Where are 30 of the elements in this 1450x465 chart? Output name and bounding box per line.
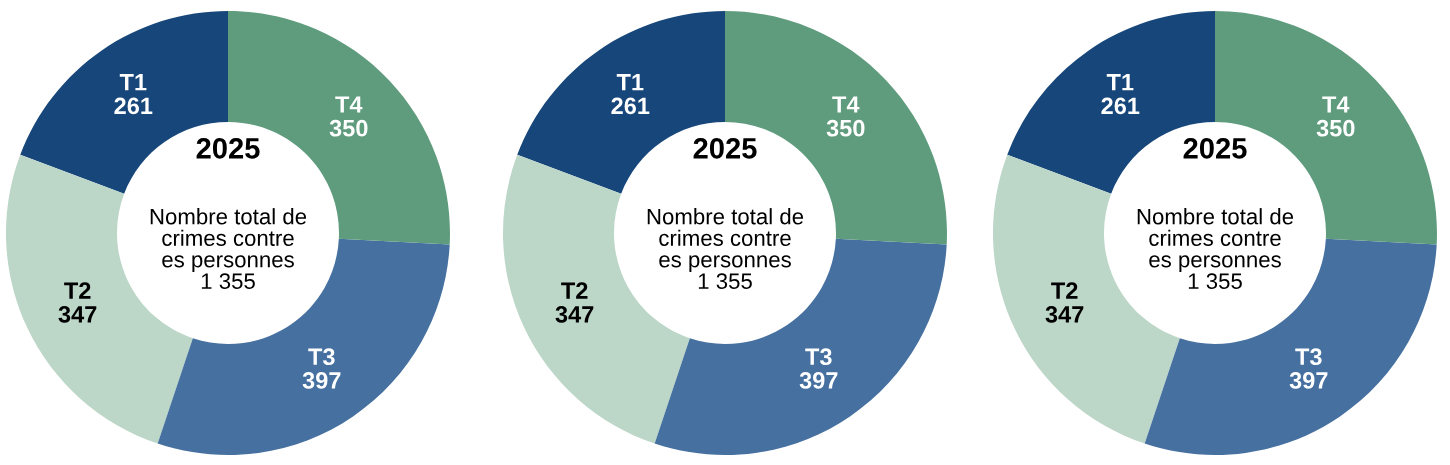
slice-label: T1 — [119, 74, 147, 91]
data-label: 397 — [302, 372, 341, 389]
text: 2025 — [196, 138, 260, 159]
data-label: 261 — [1101, 97, 1140, 115]
data-label: 347 — [1045, 306, 1084, 323]
data-label: 350 — [1316, 119, 1355, 137]
data-label: 347 — [58, 306, 97, 323]
text: Nombre total de crimes contre es personnes 1 355 — [150, 208, 307, 290]
slice-label: T3 — [308, 348, 335, 366]
slice-label: T1 — [616, 74, 644, 91]
text: 2025 — [1183, 138, 1247, 159]
data-label: 261 — [611, 97, 650, 115]
text: Nombre total de crimes contre es personnes 1 355 — [647, 208, 804, 290]
slice-label: T4 — [832, 96, 860, 113]
data-label: 350 — [826, 119, 865, 137]
slice-label: T2 — [561, 282, 588, 299]
data-label: 350 — [329, 119, 368, 137]
slice-label: T1 — [1106, 74, 1134, 91]
slice-label: T2 — [1051, 282, 1078, 299]
slice-label: T3 — [805, 348, 832, 366]
data-label: 397 — [799, 372, 838, 389]
slice-label: T3 — [1295, 348, 1322, 366]
slice-label: T2 — [64, 282, 91, 299]
data-label: 261 — [114, 97, 153, 115]
data-label: 397 — [1289, 372, 1328, 389]
slice-label: T4 — [335, 96, 363, 113]
data-label: 347 — [555, 306, 594, 323]
slice-label: T4 — [1322, 96, 1350, 113]
text: 2025 — [693, 138, 757, 159]
text: Nombre total de crimes contre es personnes 1 355 — [1137, 208, 1294, 290]
